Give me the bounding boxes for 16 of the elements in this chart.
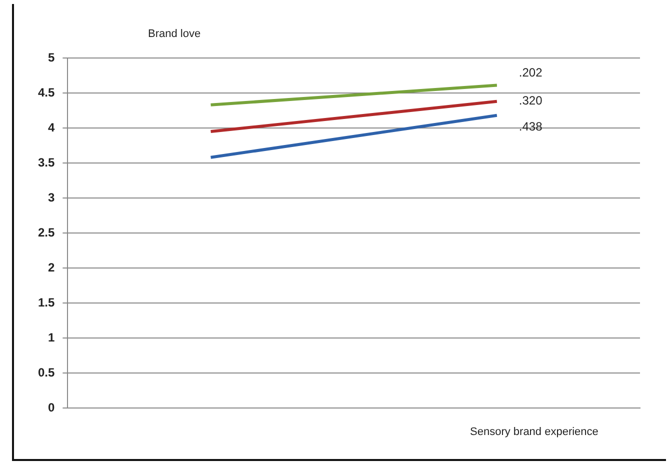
- y-tick-label: 2: [48, 260, 55, 274]
- annotation: .438: [518, 120, 543, 134]
- y-tick-label: 3: [48, 190, 55, 204]
- y-tick-label: 1: [48, 330, 55, 344]
- y-tick-label: 4.5: [38, 85, 55, 100]
- y-axis-title: Brand love: [148, 28, 201, 40]
- y-tick-label: 0: [48, 400, 55, 414]
- x-axis-title: Sensory brand experience: [470, 426, 598, 438]
- annotation: .202: [518, 66, 543, 80]
- y-tick-label: 0.5: [38, 365, 55, 380]
- y-tick-label: 4: [48, 120, 55, 134]
- annotation: .320: [518, 94, 543, 108]
- y-tick-label: 3.5: [38, 155, 55, 170]
- y-tick-label: 1.5: [38, 295, 55, 310]
- y-tick-label: 5: [48, 50, 55, 64]
- y-tick-label: 2.5: [38, 225, 55, 240]
